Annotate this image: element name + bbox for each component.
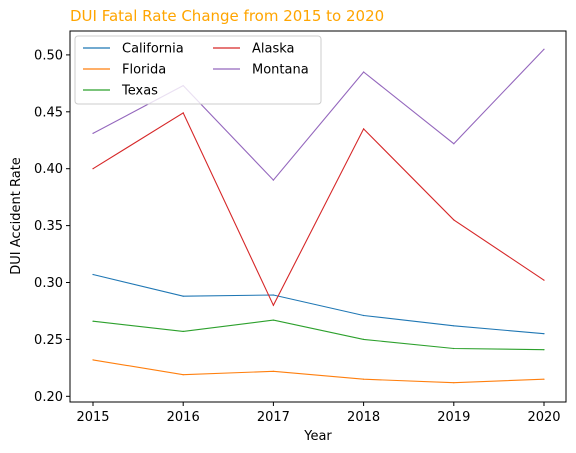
x-tick-label: 2018	[347, 410, 380, 425]
series-line-alaska	[92, 112, 545, 307]
data-point-texas	[92, 320, 94, 322]
data-point-montana	[272, 179, 274, 181]
y-tick-label: 0.25	[34, 333, 63, 348]
data-point-texas	[543, 349, 545, 351]
data-point-montana	[363, 71, 365, 73]
data-point-california	[272, 294, 274, 296]
legend-label-alaska: Alaska	[252, 42, 295, 57]
series-line-california	[92, 273, 545, 335]
data-point-montana	[92, 132, 94, 134]
y-tick-label: 0.20	[34, 390, 63, 405]
x-tick-label: 2017	[257, 410, 290, 425]
y-tick-label: 0.30	[34, 276, 63, 291]
chart-title: DUI Fatal Rate Change from 2015 to 2020	[70, 7, 384, 25]
legend-label-texas: Texas	[121, 84, 158, 99]
data-point-montana	[453, 143, 455, 145]
x-axis-label: Year	[303, 429, 332, 444]
data-point-alaska	[363, 128, 365, 130]
data-point-california	[543, 333, 545, 335]
data-point-alaska	[272, 304, 274, 306]
y-tick-label: 0.45	[34, 105, 63, 120]
y-tick-label: 0.40	[34, 162, 63, 177]
data-point-florida	[363, 378, 365, 380]
legend-label-montana: Montana	[252, 63, 309, 78]
legend-label-california: California	[122, 42, 184, 57]
data-point-california	[453, 325, 455, 327]
series-line-texas	[92, 319, 545, 351]
data-point-alaska	[543, 279, 545, 281]
data-point-texas	[453, 347, 455, 350]
data-point-california	[182, 295, 184, 297]
data-point-alaska	[453, 219, 455, 221]
y-axis-label: DUI Accident Rate	[9, 157, 24, 275]
series-lines	[92, 48, 545, 384]
x-tick-label: 2016	[167, 410, 200, 425]
legend-box	[74, 35, 322, 105]
x-axis: 2015 2016 2017 2018 2019 2020	[76, 402, 561, 425]
x-tick-label: 2015	[76, 410, 109, 425]
data-point-florida	[272, 370, 274, 372]
data-point-texas	[272, 319, 274, 321]
y-tick-label: 0.35	[34, 219, 63, 234]
data-point-florida	[453, 382, 455, 384]
data-point-california	[363, 314, 365, 317]
x-tick-label: 2020	[527, 410, 560, 425]
y-axis: 0.20 0.25 0.30 0.35 0.40 0.45 0.50	[34, 48, 70, 405]
plot-area	[69, 30, 567, 403]
series-line-florida	[92, 359, 545, 384]
legend-label-florida: Florida	[122, 63, 166, 78]
data-point-florida	[182, 374, 184, 376]
data-point-california	[92, 273, 94, 276]
legend: California Florida Texas Alaska Montana	[74, 35, 322, 105]
data-point-alaska	[182, 112, 184, 114]
data-point-texas	[182, 330, 184, 332]
data-point-florida	[92, 359, 94, 361]
data-point-texas	[363, 338, 365, 340]
data-point-montana	[543, 48, 545, 50]
data-point-florida	[543, 378, 545, 380]
x-tick-label: 2019	[437, 410, 470, 425]
data-point-alaska	[92, 168, 94, 170]
y-tick-label: 0.50	[34, 48, 63, 63]
